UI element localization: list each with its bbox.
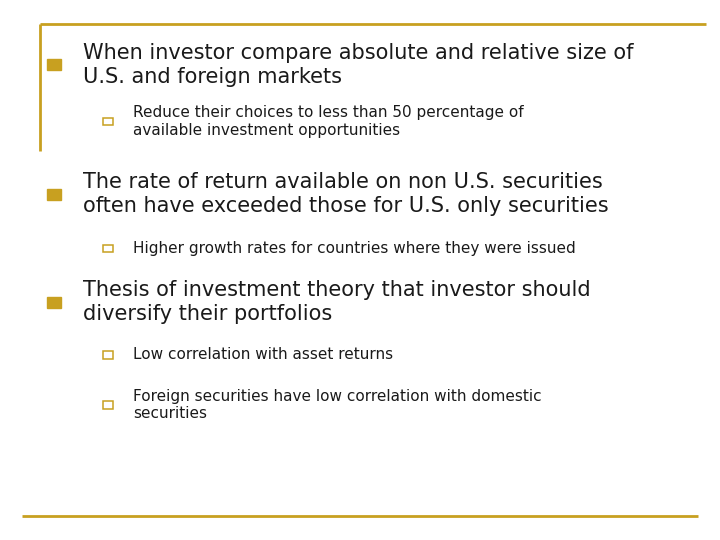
Text: Foreign securities have low correlation with domestic
securities: Foreign securities have low correlation … <box>133 388 542 422</box>
Bar <box>47 59 61 70</box>
Text: Higher growth rates for countries where they were issued: Higher growth rates for countries where … <box>133 241 576 256</box>
Bar <box>47 297 61 308</box>
Bar <box>47 189 61 200</box>
Bar <box>103 351 113 359</box>
Text: Reduce their choices to less than 50 percentage of
available investment opportun: Reduce their choices to less than 50 per… <box>133 105 524 138</box>
Text: Thesis of investment theory that investor should
diversify their portfolios: Thesis of investment theory that investo… <box>83 280 590 325</box>
Text: When investor compare absolute and relative size of
U.S. and foreign markets: When investor compare absolute and relat… <box>83 43 634 87</box>
Text: The rate of return available on non U.S. securities
often have exceeded those fo: The rate of return available on non U.S.… <box>83 172 608 217</box>
Bar <box>103 401 113 409</box>
Bar <box>103 118 113 125</box>
Bar <box>103 245 113 252</box>
Text: Low correlation with asset returns: Low correlation with asset returns <box>133 347 393 362</box>
